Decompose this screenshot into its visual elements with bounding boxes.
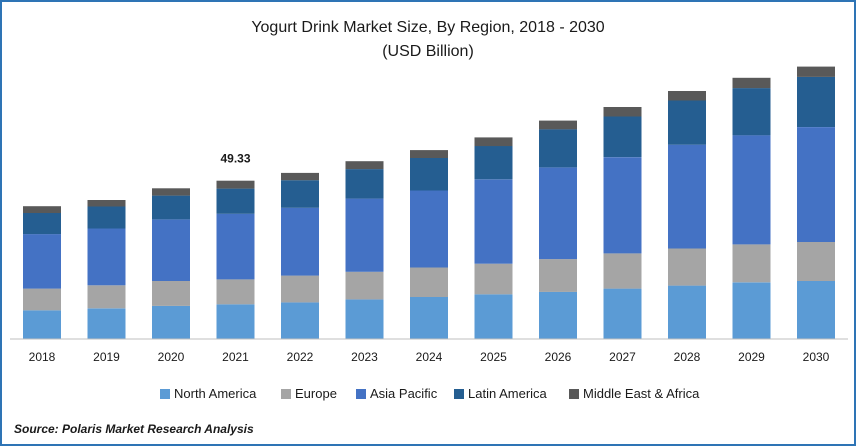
- source-note: Source: Polaris Market Research Analysis: [14, 422, 254, 436]
- bar-2021-europe: [216, 279, 255, 305]
- bar-2030-middle-east-africa: [797, 66, 835, 77]
- bar-2018-latin-america: [23, 213, 61, 235]
- bar-2019-europe: [87, 285, 126, 309]
- legend-swatch: [454, 389, 464, 399]
- annotations: 49.33: [220, 152, 250, 166]
- x-tick-label: 2024: [416, 350, 443, 364]
- x-tick-label: 2028: [674, 350, 701, 364]
- bar-2019-north-america: [87, 308, 126, 339]
- x-tick-labels: 2018 2019 2020 2021 2022 2023 2024 2025 2026 2027…: [29, 350, 830, 364]
- bar-2025-middle-east-africa: [474, 137, 513, 147]
- bar-2018-europe: [23, 288, 61, 311]
- bar-2023-north-america: [345, 299, 384, 339]
- legend-label: Middle East & Africa: [583, 386, 700, 401]
- x-tick-label: 2030: [803, 350, 830, 364]
- legend-swatch: [160, 389, 170, 399]
- bar-2030-asia-pacific: [797, 127, 835, 242]
- bar-2024-north-america: [410, 297, 448, 339]
- bar-2030-europe: [797, 242, 835, 281]
- bar-2018-asia-pacific: [23, 234, 61, 289]
- bar-2026-europe: [539, 259, 577, 292]
- x-tick-label: 2023: [351, 350, 378, 364]
- bar-2030-latin-america: [797, 76, 835, 127]
- bar-2020-latin-america: [152, 195, 190, 220]
- legend-swatch: [569, 389, 579, 399]
- x-tick-label: 2018: [29, 350, 56, 364]
- x-tick-label: 2020: [158, 350, 185, 364]
- bar-2028-latin-america: [668, 100, 706, 145]
- bar-2022-latin-america: [281, 180, 319, 208]
- x-tick-label: 2026: [545, 350, 572, 364]
- bar-2026-asia-pacific: [539, 167, 577, 260]
- bar-layer: [23, 66, 835, 339]
- bar-2029-europe: [732, 244, 771, 283]
- bar-2022-europe: [281, 275, 319, 303]
- bar-2026-middle-east-africa: [539, 120, 577, 130]
- bar-2022-asia-pacific: [281, 207, 319, 276]
- bar-2030-north-america: [797, 281, 835, 339]
- bar-2024-latin-america: [410, 158, 448, 191]
- bar-2025-latin-america: [474, 146, 513, 180]
- bar-2025-asia-pacific: [474, 179, 513, 264]
- legend-swatch: [356, 389, 366, 399]
- x-tick-label: 2019: [93, 350, 120, 364]
- bar-2026-latin-america: [539, 129, 577, 168]
- bar-2024-asia-pacific: [410, 190, 448, 268]
- bar-2019-middle-east-africa: [87, 200, 126, 207]
- bar-2024-middle-east-africa: [410, 150, 448, 158]
- bar-2027-north-america: [603, 288, 642, 339]
- bar-2020-asia-pacific: [152, 219, 190, 281]
- bar-2023-europe: [345, 271, 384, 300]
- bar-2028-europe: [668, 248, 706, 286]
- bar-2023-middle-east-africa: [345, 161, 384, 170]
- bar-2021-middle-east-africa: [216, 180, 255, 189]
- legend-label: North America: [174, 386, 257, 401]
- x-tick-label: 2029: [738, 350, 765, 364]
- x-tick-label: 2025: [480, 350, 507, 364]
- bar-2020-middle-east-africa: [152, 188, 190, 196]
- bar-2029-north-america: [732, 282, 771, 339]
- x-tick-label: 2021: [222, 350, 249, 364]
- bar-2027-middle-east-africa: [603, 107, 642, 117]
- x-tick-label: 2022: [287, 350, 314, 364]
- legend: North America Europe Asia Pacific Latin Ame…: [160, 386, 700, 401]
- legend-swatch: [281, 389, 291, 399]
- bar-2027-europe: [603, 253, 642, 289]
- bar-2028-north-america: [668, 285, 706, 339]
- bar-2022-north-america: [281, 302, 319, 339]
- bar-2020-europe: [152, 281, 190, 306]
- bar-2026-north-america: [539, 291, 577, 339]
- bar-2028-asia-pacific: [668, 144, 706, 249]
- bar-2029-latin-america: [732, 88, 771, 136]
- bar-2024-europe: [410, 267, 448, 297]
- bar-2020-north-america: [152, 305, 190, 339]
- bar-2027-asia-pacific: [603, 157, 642, 254]
- bar-2019-asia-pacific: [87, 228, 126, 286]
- bar-2025-europe: [474, 263, 513, 295]
- bar-2029-middle-east-africa: [732, 77, 771, 89]
- bar-2021-north-america: [216, 304, 255, 339]
- legend-label: Europe: [295, 386, 337, 401]
- data-label: 49.33: [220, 152, 250, 166]
- bar-2021-latin-america: [216, 188, 255, 214]
- bar-2018-north-america: [23, 310, 61, 339]
- chart-subtitle: (USD Billion): [382, 43, 474, 60]
- chart-title: Yogurt Drink Market Size, By Region, 201…: [251, 19, 604, 36]
- x-tick-label: 2027: [609, 350, 636, 364]
- bar-2021-asia-pacific: [216, 213, 255, 280]
- bar-2028-middle-east-africa: [668, 91, 706, 101]
- bar-2023-asia-pacific: [345, 198, 384, 272]
- bar-2019-latin-america: [87, 206, 126, 229]
- bar-2025-north-america: [474, 294, 513, 339]
- bar-2027-latin-america: [603, 116, 642, 158]
- legend-label: Latin America: [468, 386, 548, 401]
- bar-2029-asia-pacific: [732, 135, 771, 245]
- bar-2018-middle-east-africa: [23, 206, 61, 213]
- bar-2023-latin-america: [345, 169, 384, 199]
- legend-label: Asia Pacific: [370, 386, 438, 401]
- bar-2022-middle-east-africa: [281, 172, 319, 181]
